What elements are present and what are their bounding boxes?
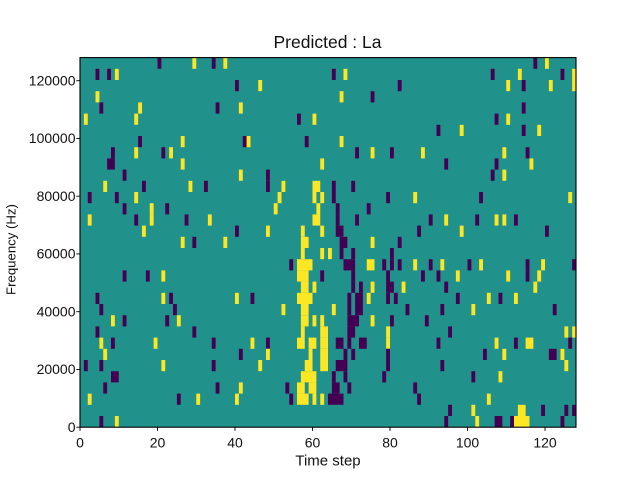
svg-text:40000: 40000 xyxy=(37,303,76,319)
svg-text:0: 0 xyxy=(68,419,76,435)
svg-text:100: 100 xyxy=(456,435,480,451)
svg-text:60000: 60000 xyxy=(37,246,76,262)
svg-text:20000: 20000 xyxy=(37,361,76,377)
svg-text:Time step: Time step xyxy=(295,452,360,469)
svg-text:120000: 120000 xyxy=(29,72,76,88)
svg-text:80000: 80000 xyxy=(37,188,76,204)
svg-text:20: 20 xyxy=(150,435,166,451)
svg-text:120: 120 xyxy=(533,435,557,451)
svg-text:80: 80 xyxy=(382,435,398,451)
svg-text:100000: 100000 xyxy=(29,130,76,146)
svg-text:40: 40 xyxy=(227,435,243,451)
svg-text:Frequency (Hz): Frequency (Hz) xyxy=(4,204,19,295)
svg-text:0: 0 xyxy=(76,435,84,451)
svg-text:60: 60 xyxy=(305,435,321,451)
svg-text:Predicted : La: Predicted : La xyxy=(274,32,382,52)
